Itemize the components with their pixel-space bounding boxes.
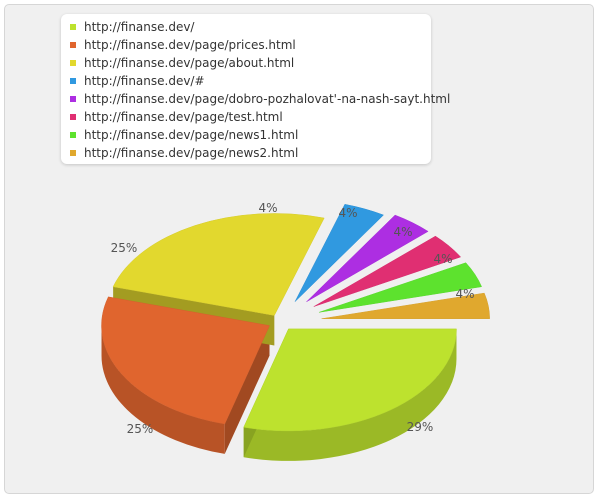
- pie-slice[interactable]: [313, 235, 462, 307]
- legend-item[interactable]: http://finanse.dev/page/test.html: [70, 108, 431, 126]
- pie-slice[interactable]: [112, 213, 325, 316]
- pie-slice[interactable]: [294, 204, 384, 302]
- pie-slice[interactable]: [101, 296, 270, 425]
- slice-value-label: 4%: [393, 225, 412, 239]
- legend-label: http://finanse.dev/#: [84, 74, 205, 88]
- legend-swatch: [70, 78, 76, 84]
- legend-label: http://finanse.dev/page/news1.html: [84, 128, 299, 142]
- slice-value-label: 29%: [407, 420, 434, 434]
- slice-value-label: 25%: [127, 422, 154, 436]
- pie-slice[interactable]: [306, 214, 429, 303]
- legend-swatch: [70, 114, 76, 120]
- legend-item[interactable]: http://finanse.dev/page/dobro-pozhalovat…: [70, 90, 450, 108]
- pie-slice[interactable]: [321, 292, 490, 319]
- pie-slice[interactable]: [318, 262, 482, 313]
- legend-item[interactable]: http://finanse.dev/page/news2.html: [70, 144, 431, 162]
- slice-value-label: 4%: [455, 287, 474, 301]
- legend-label: http://finanse.dev/: [84, 20, 195, 34]
- slice-value-label: 4%: [338, 206, 357, 220]
- legend-label: http://finanse.dev/page/dobro-pozhalovat…: [84, 92, 451, 106]
- pie-tops: [101, 204, 490, 432]
- slice-value-label: 4%: [258, 201, 277, 215]
- legend-swatch: [70, 60, 76, 66]
- legend-label: http://finanse.dev/page/prices.html: [84, 38, 296, 52]
- pie-slice-side: [243, 328, 457, 461]
- legend-item[interactable]: http://finanse.dev/page/news1.html: [70, 126, 431, 144]
- pie-slice-wall: [224, 325, 270, 454]
- pie-slice[interactable]: [243, 328, 457, 432]
- slice-value-label: 4%: [433, 252, 452, 266]
- pie-slice-side: [101, 325, 225, 454]
- legend-item[interactable]: http://finanse.dev/page/about.html: [70, 54, 431, 72]
- slice-value-label: 25%: [111, 241, 138, 255]
- legend-swatch: [70, 150, 76, 156]
- chart-legend: http://finanse.dev/http://finanse.dev/pa…: [61, 14, 450, 164]
- legend-label: http://finanse.dev/page/about.html: [84, 56, 295, 70]
- legend-swatch: [70, 96, 76, 102]
- legend-swatch: [70, 42, 76, 48]
- legend-item[interactable]: http://finanse.dev/: [70, 18, 431, 36]
- legend-label: http://finanse.dev/page/test.html: [84, 110, 283, 124]
- legend-item[interactable]: http://finanse.dev/#: [70, 72, 431, 90]
- legend-swatch: [70, 132, 76, 138]
- legend-swatch: [70, 24, 76, 30]
- legend-item[interactable]: http://finanse.dev/page/prices.html: [70, 36, 431, 54]
- legend-label: http://finanse.dev/page/news2.html: [84, 146, 299, 160]
